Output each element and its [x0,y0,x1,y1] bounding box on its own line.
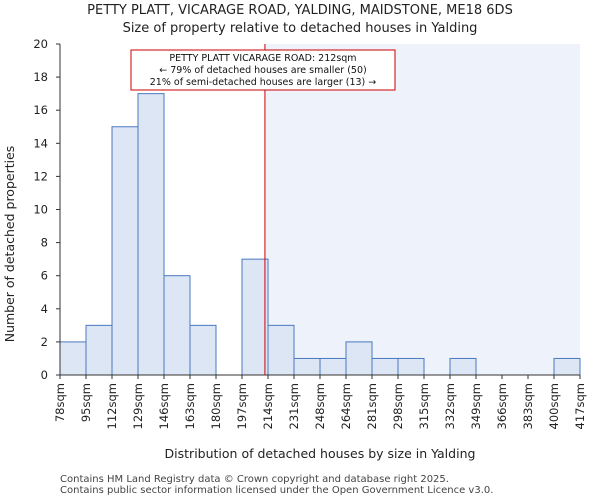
y-tick-label: 0 [41,368,48,382]
x-tick-label: 298sqm [391,383,405,429]
footer-line-1: Contains HM Land Registry data © Crown c… [60,474,449,485]
bar-298sqm [397,357,425,376]
x-axis-label: Distribution of detached houses by size … [165,446,476,461]
bar-78sqm [59,341,87,376]
bar-400sqm [553,357,581,376]
y-axis-label: Number of detached properties [2,146,17,343]
x-tick-label: 315sqm [417,383,431,429]
y-tick-label: 14 [33,136,48,150]
x-tick-label: 129sqm [131,383,145,429]
x-tick-label: 78sqm [53,383,67,422]
annotation-line-1: PETTY PLATT VICARAGE ROAD: 212sqm [169,53,356,64]
bar-248sqm [319,357,347,376]
annotation-line-3: 21% of semi-detached houses are larger (… [150,77,377,88]
bar-163sqm [189,324,217,376]
x-tick-label: 281sqm [365,383,379,429]
x-tick-label: 163sqm [183,383,197,429]
bar-112sqm [111,126,139,376]
bar-264sqm [345,341,373,376]
x-tick-label: 95sqm [79,383,93,422]
x-tick-label: 417sqm [573,383,587,429]
bar-281sqm [371,357,399,376]
x-tick-label: 214sqm [261,383,275,429]
x-tick-label: 231sqm [287,383,301,429]
chart-subtitle: Size of property relative to detached ho… [123,21,478,36]
x-tick-label: 400sqm [547,383,561,429]
y-tick-label: 12 [33,169,48,183]
bar-129sqm [137,93,165,376]
y-tick-label: 8 [41,236,48,250]
larger-region-shade [264,44,580,375]
y-tick-label: 10 [33,203,48,217]
annotation-line-2: ← 79% of detached houses are smaller (50… [159,65,366,76]
x-tick-label: 332sqm [443,383,457,429]
x-tick-label: 383sqm [521,383,535,429]
footer-line-2: Contains public sector information licen… [60,485,494,496]
y-tick-label: 18 [33,70,48,84]
x-tick-label: 264sqm [339,383,353,429]
x-tick-label: 366sqm [495,383,509,429]
x-tick-label: 197sqm [235,383,249,429]
property-annotation: PETTY PLATT VICARAGE ROAD: 212sqm ← 79% … [130,49,396,91]
y-tick-label: 2 [41,335,48,349]
y-tick-label: 20 [33,37,48,51]
bar-332sqm [449,357,477,376]
bar-146sqm [163,275,191,376]
x-tick-label: 349sqm [469,383,483,429]
x-tick-label: 248sqm [313,383,327,429]
x-tick-label: 180sqm [209,383,223,429]
bar-197sqm [241,258,269,376]
bar-95sqm [85,324,113,376]
bar-231sqm [293,357,321,376]
annotation-box-frame [130,49,396,91]
y-tick-label: 16 [33,103,48,117]
chart-title: PETTY PLATT, VICARAGE ROAD, YALDING, MAI… [87,3,513,18]
x-tick-label: 112sqm [105,383,119,429]
y-tick-label: 6 [41,269,48,283]
bar-214sqm [267,324,295,376]
y-tick-label: 4 [41,302,48,316]
x-tick-label: 146sqm [157,383,171,429]
